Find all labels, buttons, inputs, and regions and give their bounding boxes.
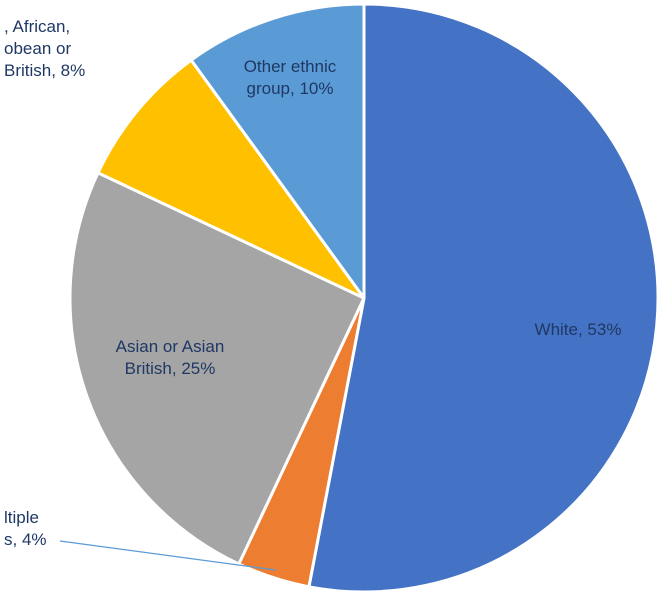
leader-line-mixed [59,540,276,571]
slice-label-white: White, 53% [535,320,622,339]
slice-labels: White, 53% ltiple s, 4% Asian or Asian Briti… [4,17,621,549]
pie-slice-black [96,58,366,300]
slice-label-asian: Asian or Asian British, 25% [116,337,225,378]
slice-label-line: Asian or Asian [116,337,225,356]
pie-slice-white [307,2,660,594]
pie-slices [68,2,660,594]
slice-label-mixed: ltiple s, 4% [4,508,47,549]
slice-label-black: , African, obean or British, 8% [4,17,85,80]
slice-label-other: Other ethnic group, 10% [244,57,337,98]
slice-label-line: ltiple [4,508,39,527]
slice-label-line: White, 53% [535,320,622,339]
slice-label-line: British, 25% [125,359,216,378]
slice-label-line: group, 10% [247,79,334,98]
slice-label-line: s, 4% [4,530,47,549]
slice-label-line: obean or [4,39,71,58]
leader-lines [59,540,276,571]
slice-label-line: British, 8% [4,61,85,80]
slice-label-line: Other ethnic [244,57,337,76]
pie-slice-other [189,2,366,300]
pie-slice-asian [68,171,366,566]
slice-label-line: , African, [4,17,70,36]
